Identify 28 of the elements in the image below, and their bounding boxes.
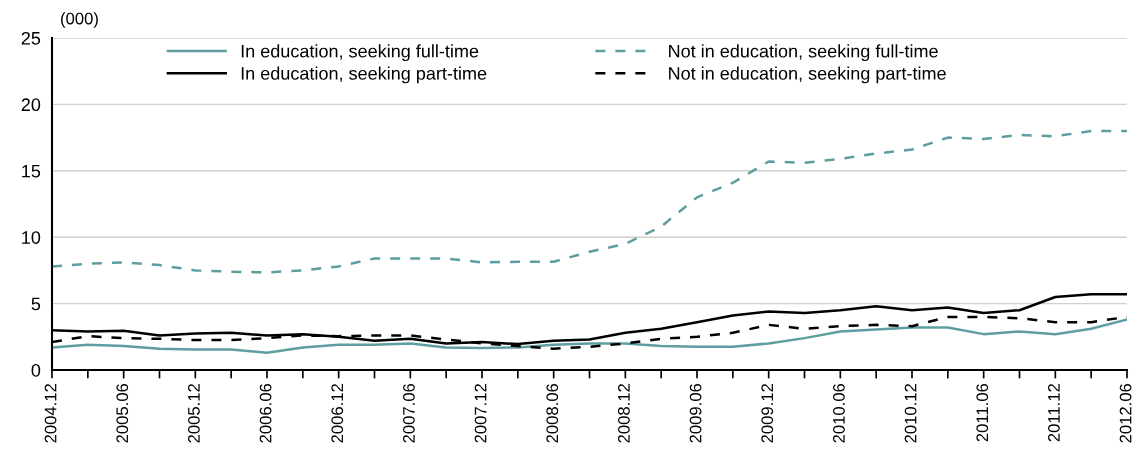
- y-tick-label: 15: [22, 164, 41, 178]
- legend-label: In education, seeking part-time: [241, 66, 487, 84]
- x-tick-label: 2011.06: [976, 383, 989, 442]
- legend-label: In education, seeking full-time: [241, 44, 479, 62]
- y-tick-label: 0: [31, 363, 41, 377]
- x-tick-label: 2008.06: [546, 383, 559, 443]
- y-tick-label: 10: [22, 231, 41, 244]
- x-tick-label: 2010.06: [833, 383, 845, 443]
- y-tick-label: 5: [31, 297, 41, 311]
- x-tick-label: 2006.12: [331, 384, 344, 443]
- x-tick-label: 2006.06: [259, 383, 272, 443]
- x-tick-label: 2007.12: [474, 384, 487, 443]
- y-tick-label: 25: [21, 31, 41, 45]
- legend-label: Not in education, seeking full-time: [669, 44, 938, 62]
- x-tick-label: 2008.12: [618, 384, 630, 443]
- x-tick-label: 2011.12: [1048, 384, 1060, 442]
- x-tick-label: 2004.12: [44, 384, 57, 443]
- x-tick-label: 2005.12: [188, 384, 200, 443]
- y-tick-label: 20: [21, 98, 41, 112]
- x-tick-label: 2009.06: [689, 383, 702, 443]
- x-tick-label: 2009.12: [761, 384, 774, 443]
- x-tick-label: 2012.06: [1119, 383, 1132, 443]
- x-tick-label: 2007.06: [403, 383, 415, 443]
- line-series: [52, 129, 1127, 274]
- x-tick-label: 2010.12: [904, 384, 917, 443]
- x-tick-label: 2005.06: [116, 383, 129, 443]
- y-axis-title: (000): [61, 12, 98, 28]
- legend-label: Not in education, seeking part-time: [669, 66, 946, 84]
